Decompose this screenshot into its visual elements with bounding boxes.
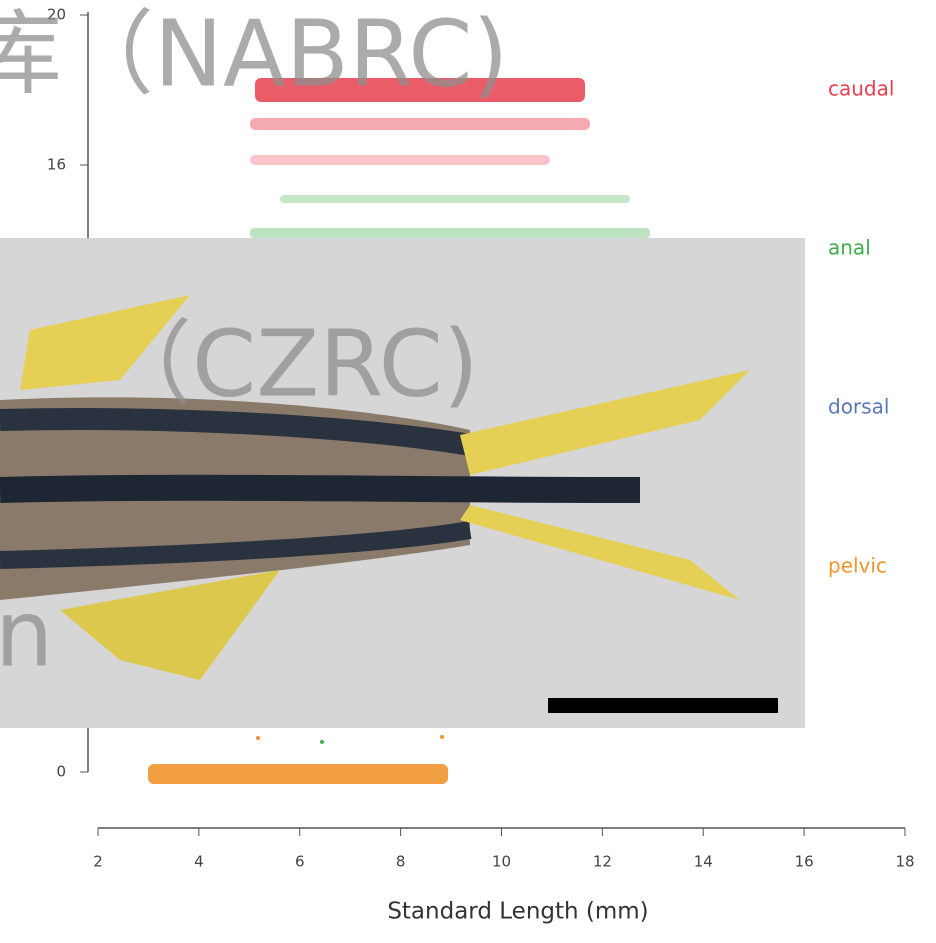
legend-label: anal [828, 236, 871, 260]
scale-bar [548, 698, 778, 713]
y-tick-label: 0 [56, 763, 66, 781]
x-tick-label: 6 [295, 853, 305, 871]
figure: 2016024681012141618Standard Length (mm) … [0, 0, 936, 943]
watermark: 库（NABRC) [0, 0, 508, 107]
caudal-band [250, 155, 550, 165]
x-axis-title: Standard Length (mm) [387, 899, 648, 925]
point [440, 735, 444, 739]
y-tick-label: 16 [47, 156, 66, 174]
caudal-band [250, 118, 590, 130]
x-tick-label: 12 [593, 853, 612, 871]
anal-band [280, 195, 630, 203]
x-tick-label: 4 [194, 853, 204, 871]
anal-band [250, 228, 650, 238]
pelvic-band [148, 764, 448, 784]
x-tick-label: 2 [93, 853, 103, 871]
x-tick-label: 8 [396, 853, 406, 871]
x-tick-label: 14 [694, 853, 713, 871]
watermark: n [0, 580, 53, 687]
watermark: （CZRC) [100, 310, 479, 417]
point [256, 736, 260, 740]
x-tick-label: 18 [895, 853, 914, 871]
legend-label: pelvic [828, 554, 887, 578]
x-tick-label: 10 [492, 853, 511, 871]
legend-label: dorsal [828, 395, 889, 419]
stripe [0, 488, 640, 490]
x-tick-label: 16 [795, 853, 814, 871]
legend-label: caudal [828, 77, 894, 101]
point [320, 740, 324, 744]
